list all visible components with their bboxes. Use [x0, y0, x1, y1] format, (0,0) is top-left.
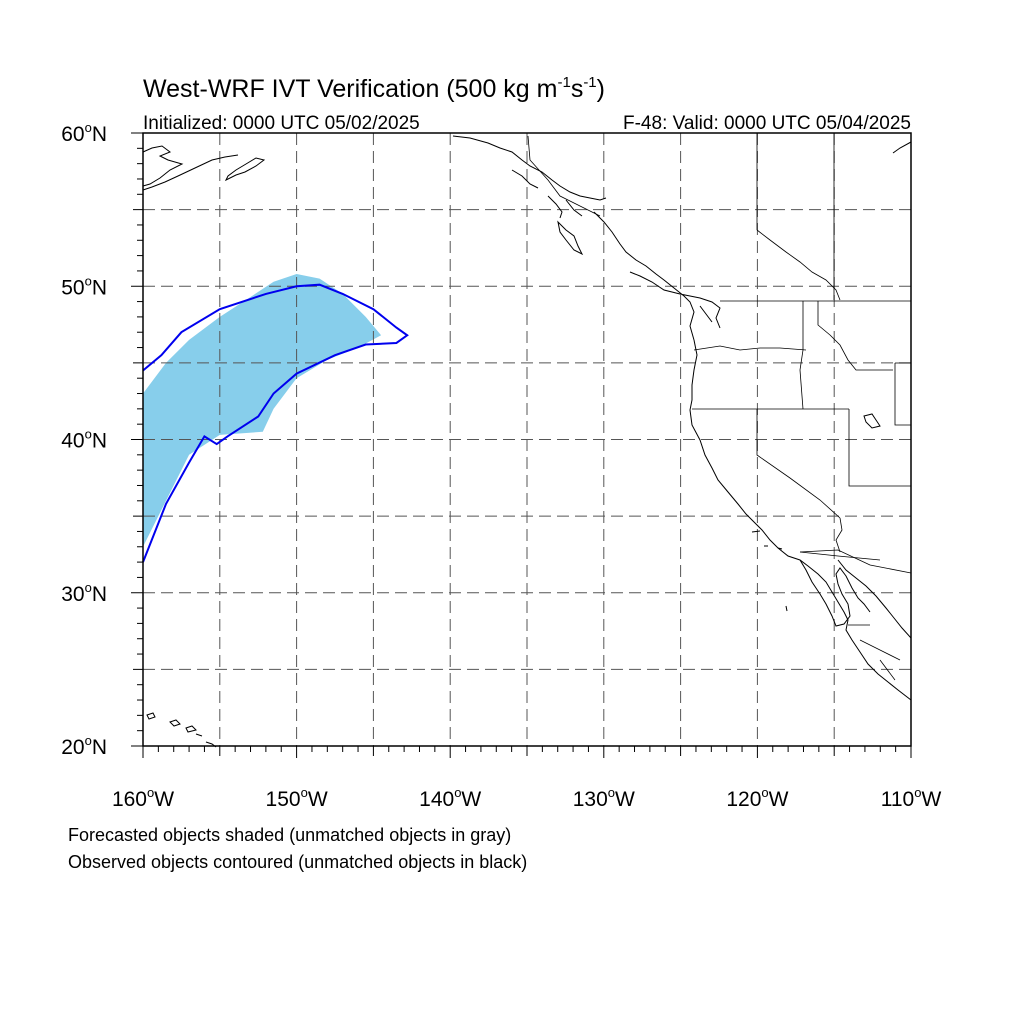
political-borders-layer: [527, 133, 912, 681]
longitude-label: 120oW: [726, 785, 788, 811]
latitude-label: 40oN: [61, 427, 107, 453]
idaho-borders: [799, 301, 893, 410]
alberta-saskatchewan-border: [756, 133, 835, 300]
plot-area: [131, 132, 912, 758]
mexico-coastline: [837, 559, 912, 639]
valid-time: F-48: Valid: 0000 UTC 05/04/2025: [623, 113, 911, 134]
graticule: [143, 133, 911, 746]
montana-wyoming-border: [894, 362, 911, 426]
channel-islands: [751, 530, 788, 612]
longitude-label: 130oW: [573, 785, 635, 811]
longitude-label: 160oW: [112, 785, 174, 811]
latitude-label: 30oN: [61, 580, 107, 606]
initialized-time: Initialized: 0000 UTC 05/02/2025: [143, 113, 420, 134]
longitude-label: 150oW: [266, 785, 328, 811]
washington-oregon-border: [693, 345, 807, 351]
great-salt-lake: [863, 413, 881, 429]
alaska-coastline: [142, 145, 266, 191]
observed-object-contour: [142, 283, 409, 563]
longitude-label: 110oW: [881, 785, 942, 811]
latitude-label: 50oN: [61, 273, 107, 299]
axis-ticks: [131, 132, 912, 758]
longitude-labels: 160oW 150oW 140oW 130oW 120oW 110oW: [112, 785, 942, 811]
latitude-labels: 60oN 50oN 40oN 30oN 20oN: [61, 120, 107, 759]
baja-california-coastline: [799, 559, 871, 627]
latitude-label: 20oN: [61, 733, 107, 759]
nevada-borders: [756, 409, 911, 519]
longitude-label: 140oW: [419, 785, 481, 811]
alaska-canada-border: [527, 135, 601, 217]
hawaii-islands: [146, 712, 217, 748]
us-mexico-border: [799, 551, 881, 561]
mexico-state-borders: [848, 624, 901, 681]
map-title: West-WRF IVT Verification (500 kg m-1s-1…: [143, 74, 605, 103]
coastlines-layer: [142, 135, 912, 748]
latitude-label: 60oN: [61, 120, 107, 146]
bc-coastline: [452, 135, 721, 341]
forecast-caption: Forecasted objects shaded (unmatched obj…: [68, 825, 512, 845]
northeast-coastline: [892, 141, 912, 154]
observed-caption: Observed objects contoured (unmatched ob…: [68, 852, 528, 872]
